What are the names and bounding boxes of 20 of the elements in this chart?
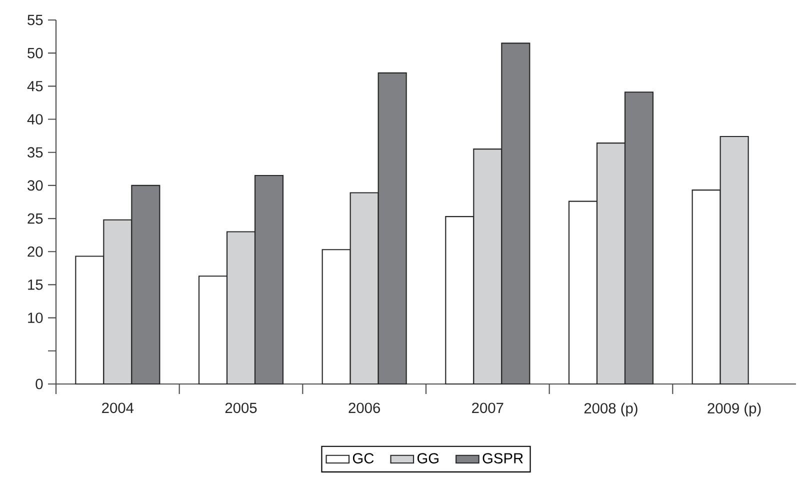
legend-label: GSPR <box>482 453 523 464</box>
x-tick-label: 2006 <box>348 402 380 414</box>
y-tick-label: 20 <box>28 246 43 257</box>
y-tick-label: 10 <box>28 312 43 323</box>
y-tick-label: 55 <box>28 14 43 26</box>
y-tick-label: 0 <box>36 378 43 390</box>
x-tick-label: 2009 (p) <box>708 402 761 416</box>
y-tick-label: 15 <box>28 280 43 290</box>
y-tick-label: 30 <box>28 180 43 191</box>
x-tick-label: 2005 <box>225 402 257 414</box>
x-tick-label: 2008 (p) <box>584 402 638 416</box>
y-tick-label: 45 <box>27 81 43 92</box>
y-tick-label: 35 <box>28 147 43 158</box>
y-tick-label: 50 <box>28 48 43 58</box>
x-tick-label: 2004 <box>102 402 134 414</box>
y-tick-label: 25 <box>28 213 43 224</box>
y-tick-label: 40 <box>27 114 43 124</box>
legend-label: GC <box>352 453 374 464</box>
legend-label: GG <box>417 453 438 464</box>
x-tick-label: 2007 <box>472 402 504 414</box>
